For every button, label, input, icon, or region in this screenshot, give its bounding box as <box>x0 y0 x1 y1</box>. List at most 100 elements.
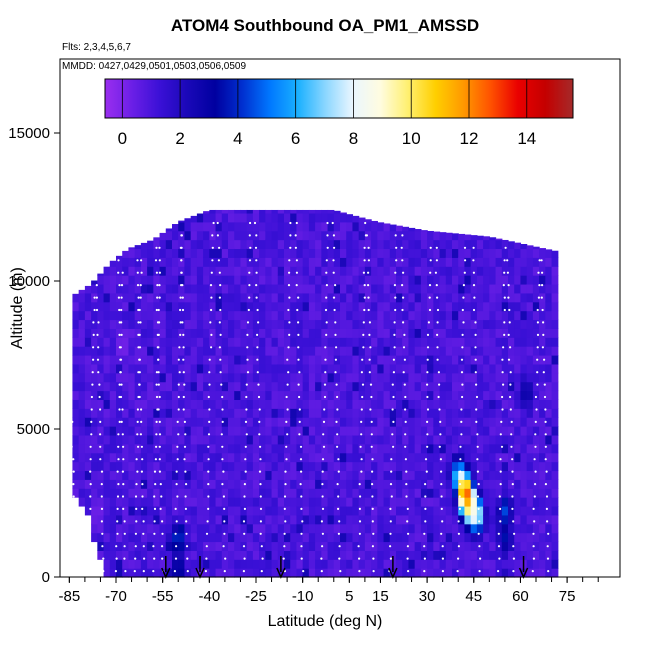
heatmap-cell <box>147 257 154 267</box>
heatmap-cell <box>184 328 192 338</box>
heatmap-cell <box>315 275 322 285</box>
heatmap-cell <box>514 532 522 543</box>
heatmap-cell <box>134 568 142 578</box>
heatmap-cell <box>284 239 291 250</box>
sample-point <box>100 483 103 486</box>
sample-point <box>475 420 478 423</box>
heatmap-cell <box>333 541 341 551</box>
heatmap-cell <box>84 390 92 400</box>
sample-point <box>153 507 157 510</box>
heatmap-cell <box>389 328 397 338</box>
heatmap-cell <box>103 292 111 303</box>
heatmap-cell <box>408 399 416 409</box>
heatmap-cell <box>340 443 347 454</box>
heatmap-cell <box>352 417 360 427</box>
heatmap-cell <box>234 292 242 303</box>
heatmap-cell <box>221 408 229 418</box>
heatmap-cell <box>420 443 428 454</box>
heatmap-cell <box>327 381 335 392</box>
sample-point <box>155 246 158 249</box>
heatmap-cell <box>308 346 316 356</box>
heatmap-cell <box>327 266 335 276</box>
sample-point <box>96 333 99 336</box>
heatmap-cell <box>122 337 130 347</box>
sample-point <box>337 495 340 498</box>
heatmap-cell <box>147 266 154 276</box>
sample-point <box>243 495 246 498</box>
heatmap-cell <box>271 221 279 232</box>
heatmap-cell <box>532 479 540 489</box>
heatmap-cell <box>240 434 248 445</box>
sample-point <box>117 259 120 262</box>
sample-point <box>223 570 226 573</box>
heatmap-cell <box>346 505 354 516</box>
heatmap-cell <box>420 497 428 507</box>
heatmap-cell <box>321 514 329 525</box>
heatmap-cell <box>495 443 503 454</box>
heatmap-cell <box>103 417 111 427</box>
heatmap-cell <box>327 559 335 569</box>
heatmap-cell <box>91 434 98 445</box>
sample-point <box>403 333 406 336</box>
heatmap-cell <box>178 541 186 551</box>
heatmap-cell <box>476 497 484 507</box>
heatmap-cell <box>246 372 254 383</box>
sample-point <box>300 545 303 548</box>
sample-point <box>244 470 247 473</box>
heatmap-cell <box>122 346 130 356</box>
sample-point <box>260 545 263 548</box>
heatmap-cell <box>159 363 167 374</box>
heatmap-cell <box>78 381 86 392</box>
heatmap-cell <box>321 541 329 551</box>
sample-point <box>531 570 534 573</box>
heatmap-cell <box>184 559 192 569</box>
sample-point <box>158 395 161 399</box>
heatmap-cell <box>72 434 80 445</box>
heatmap-cell <box>551 328 559 338</box>
heatmap-cell <box>184 275 192 285</box>
sample-point <box>138 371 141 374</box>
heatmap-cell <box>402 434 410 445</box>
heatmap-cell <box>352 355 360 365</box>
sample-point <box>287 308 290 312</box>
heatmap-cell <box>259 381 266 392</box>
heatmap-cell <box>420 417 428 427</box>
heatmap-cell <box>252 514 260 525</box>
heatmap-cell <box>265 275 273 285</box>
heatmap-cell <box>153 523 161 534</box>
sample-point <box>392 395 395 399</box>
heatmap-cell <box>215 434 223 445</box>
heatmap-cell <box>452 239 459 250</box>
heatmap-cell <box>427 541 434 551</box>
heatmap-cell <box>321 209 329 214</box>
heatmap-cell <box>103 443 111 454</box>
heatmap-cell <box>165 310 173 321</box>
sample-point <box>394 271 397 274</box>
heatmap-cell <box>190 372 198 383</box>
heatmap-cell <box>172 283 179 294</box>
heatmap-cell <box>290 230 298 241</box>
heatmap-cell <box>246 408 254 418</box>
sample-point <box>179 333 182 336</box>
sample-point <box>406 507 409 510</box>
heatmap-cell <box>458 505 466 516</box>
heatmap-cell <box>122 532 130 543</box>
heatmap-cell <box>140 497 148 507</box>
heatmap-cell <box>532 434 540 445</box>
heatmap-cell <box>396 505 403 516</box>
heatmap-cell <box>209 301 217 312</box>
heatmap-cell <box>514 399 522 409</box>
heatmap-cell <box>445 266 453 276</box>
heatmap-cell <box>296 461 304 472</box>
sample-point <box>135 507 138 510</box>
sample-point <box>93 308 96 312</box>
heatmap-cell <box>420 372 428 383</box>
heatmap-cell <box>333 230 341 241</box>
heatmap-cell <box>128 381 136 392</box>
heatmap-cell <box>526 301 534 312</box>
heatmap-cell <box>265 257 273 267</box>
heatmap-cell <box>109 260 117 267</box>
sample-point <box>243 483 246 486</box>
heatmap-cell <box>470 239 478 250</box>
heatmap-cell <box>221 310 229 321</box>
